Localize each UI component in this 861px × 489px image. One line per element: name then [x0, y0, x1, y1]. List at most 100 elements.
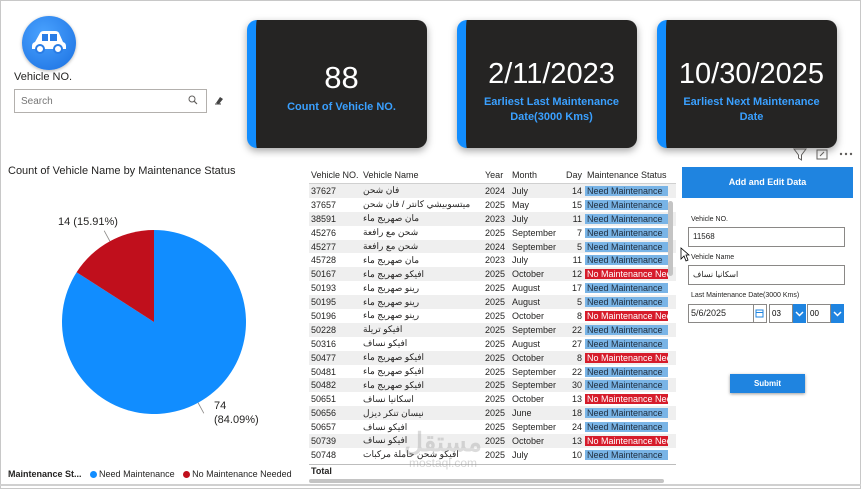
- table-row[interactable]: 50195 رينو صهريج ماء 2025 August 5 Need Maint…: [309, 295, 676, 310]
- table-row[interactable]: 50739 افيكو نساف 2025 October 13 No Maintenan…: [309, 434, 676, 448]
- chevron-down-icon: [795, 311, 804, 317]
- table-row[interactable]: 45276 شحن مع رافعة 2025 September 7 Need Main…: [309, 226, 676, 240]
- table-row[interactable]: 50228 افيكو تريلة 2025 September 22 Need Main…: [309, 322, 676, 337]
- table-cell: 2025: [485, 422, 506, 433]
- table-row[interactable]: 50193 رينو صهريج ماء 2025 August 17 Need Main…: [309, 281, 676, 295]
- table-cell: 45277: [311, 241, 337, 252]
- table-cell: رينو صهريج ماء: [363, 282, 420, 293]
- table-cell: 8: [576, 310, 582, 321]
- table-cell: 37657: [311, 199, 337, 210]
- clear-selections-icon[interactable]: [214, 95, 224, 105]
- pie-chart: [61, 230, 247, 414]
- table-cell: Need Maintenance: [585, 255, 668, 266]
- table-cell: 50657: [311, 422, 337, 433]
- table-cell: 50651: [311, 394, 337, 405]
- slice-label-no-maintenance: 14 (15.91%): [58, 216, 118, 228]
- search-field[interactable]: [14, 89, 207, 113]
- column-header[interactable]: Year: [485, 170, 504, 180]
- more-options-icon[interactable]: [839, 152, 853, 156]
- table-row[interactable]: 50316 افيكو نساف 2025 August 27 Need Maintena…: [309, 337, 676, 351]
- table-cell: 2025: [485, 449, 506, 460]
- table-cell: ميتسوبيشي كانتر / فان شحن: [363, 199, 471, 210]
- column-header[interactable]: Month: [512, 170, 538, 180]
- column-header[interactable]: Maintenance Status: [587, 170, 667, 180]
- table-cell: Need Maintenance: [585, 338, 668, 349]
- table-cell: 2023: [485, 213, 506, 224]
- table-cell: Need Maintenance: [585, 449, 668, 460]
- table-row[interactable]: 50656 نيسان تنكر ديزل 2025 June 18 Need Maint…: [309, 406, 676, 421]
- column-header[interactable]: Day: [565, 170, 582, 180]
- table-cell: September: [512, 380, 557, 391]
- table-cell: مان صهريج ماء: [363, 213, 420, 224]
- table-total-row: Total: [309, 463, 676, 478]
- table-cell: 50477: [311, 352, 337, 363]
- table-cell: 22: [571, 324, 582, 335]
- table-cell: Need Maintenance: [585, 213, 668, 224]
- table-cell: 13: [571, 435, 582, 446]
- table-cell: 50748: [311, 449, 337, 460]
- table-cell: 18: [571, 408, 582, 419]
- table-cell: August: [512, 297, 541, 308]
- table-cell: No Maintenance Needed: [585, 310, 668, 321]
- table-row[interactable]: 38591 مان صهريج ماء 2023 July 11 Need Mainten…: [309, 211, 676, 226]
- kpi-label: Earliest Last Maintenance Date(3000 Kms): [483, 96, 620, 123]
- vehicle-no-input[interactable]: 11568: [688, 227, 845, 247]
- hour-dropdown-button[interactable]: [793, 304, 806, 323]
- pie-slice-no-maintenance[interactable]: [76, 230, 154, 322]
- column-header[interactable]: Vehicle Name: [363, 170, 419, 180]
- chart-legend: Maintenance St... Need Maintenance No Ma…: [8, 469, 292, 479]
- table-row[interactable]: 37627 فان شحن 2024 July 14 Need Maintenance: [309, 184, 676, 198]
- watermark-url: mostaql.com: [408, 456, 478, 470]
- form-header: Add and Edit Data: [682, 167, 853, 198]
- search-input[interactable]: [15, 90, 175, 112]
- chart-title: Count of Vehicle Name by Maintenance Sta…: [8, 165, 236, 177]
- table-cell: 2025: [485, 227, 506, 238]
- table-row[interactable]: 45728 مان صهريج ماء 2023 July 11 Need Mainten…: [309, 253, 676, 267]
- visual-header-icons: [793, 148, 853, 161]
- table-cell: 45728: [311, 255, 337, 266]
- calendar-button[interactable]: [754, 304, 767, 323]
- table-cell: 50656: [311, 408, 337, 419]
- table-cell: نيسان تنكر ديزل: [363, 407, 424, 418]
- vehicle-name-label: Vehicle Name: [691, 254, 735, 261]
- table-row[interactable]: 37657 ميتسوبيشي كانتر / فان شحن 2025 May 15 N…: [309, 198, 676, 212]
- table-cell: Need Maintenance: [585, 324, 668, 335]
- table-cell: افيكو نساف: [363, 338, 408, 349]
- focus-mode-icon[interactable]: [816, 149, 828, 160]
- table-cell: رينو صهريج ماء: [363, 310, 420, 321]
- table-vertical-scrollbar[interactable]: [668, 201, 673, 276]
- table-row[interactable]: 45277 شحن مع رافعة 2024 September 5 Need Main…: [309, 239, 676, 254]
- table-cell: October: [512, 352, 545, 363]
- table-cell: Need Maintenance: [585, 297, 668, 308]
- legend-item-no[interactable]: No Maintenance Needed: [192, 469, 292, 479]
- date-input[interactable]: 5/6/2025: [688, 304, 754, 323]
- kpi-card-earliest-last: 2/11/2023 Earliest Last Maintenance Date…: [457, 20, 637, 148]
- table-row[interactable]: 50167 افيكو صهريج ماء 2025 October 12 No Main…: [309, 267, 676, 282]
- table-cell: August: [512, 283, 541, 294]
- date-label: Last Maintenance Date(3000 Kms): [691, 292, 800, 299]
- hour-select[interactable]: 03: [769, 304, 793, 323]
- table-cell: 2025: [485, 269, 506, 280]
- kpi-card-earliest-next: 10/30/2025 Earliest Next Maintenance Dat…: [657, 20, 837, 148]
- filter-icon[interactable]: [793, 148, 807, 161]
- legend-item-need[interactable]: Need Maintenance: [99, 469, 175, 479]
- table-row[interactable]: 50482 افيكو صهريج ماء 2025 September 30 Need …: [309, 378, 676, 393]
- table-row[interactable]: 50657 افيكو نساف 2025 September 24 Need Maint…: [309, 420, 676, 434]
- minute-select[interactable]: 00: [807, 304, 831, 323]
- table-horizontal-scrollbar[interactable]: [309, 479, 664, 483]
- table-row[interactable]: 50748 افيكو شحن حاملة مركبات 2025 July 10 Nee…: [309, 448, 676, 462]
- column-header[interactable]: Vehicle NO.: [311, 170, 359, 180]
- table-cell: 17: [571, 283, 582, 294]
- mouse-cursor-icon: [680, 247, 690, 262]
- kpi-card-count: 88 Count of Vehicle NO.: [247, 20, 427, 148]
- submit-button[interactable]: Submit: [730, 374, 805, 393]
- table-row[interactable]: 50477 افيكو صهريج ماء 2025 October 8 No Maint…: [309, 350, 676, 365]
- table-cell: 45276: [311, 227, 337, 238]
- table-cell: 2025: [485, 352, 506, 363]
- table-row[interactable]: 50481 افيكو صهريج ماء 2025 September 22 Need …: [309, 365, 676, 379]
- minute-dropdown-button[interactable]: [831, 304, 844, 323]
- table-row[interactable]: 50196 رينو صهريج ماء 2025 October 8 No Mainte…: [309, 309, 676, 323]
- table-cell: 37627: [311, 185, 337, 196]
- vehicle-name-input[interactable]: اسكانيا نساف: [688, 265, 845, 285]
- table-row[interactable]: 50651 اسكانيا نساف 2025 October 13 No Mainten…: [309, 392, 676, 406]
